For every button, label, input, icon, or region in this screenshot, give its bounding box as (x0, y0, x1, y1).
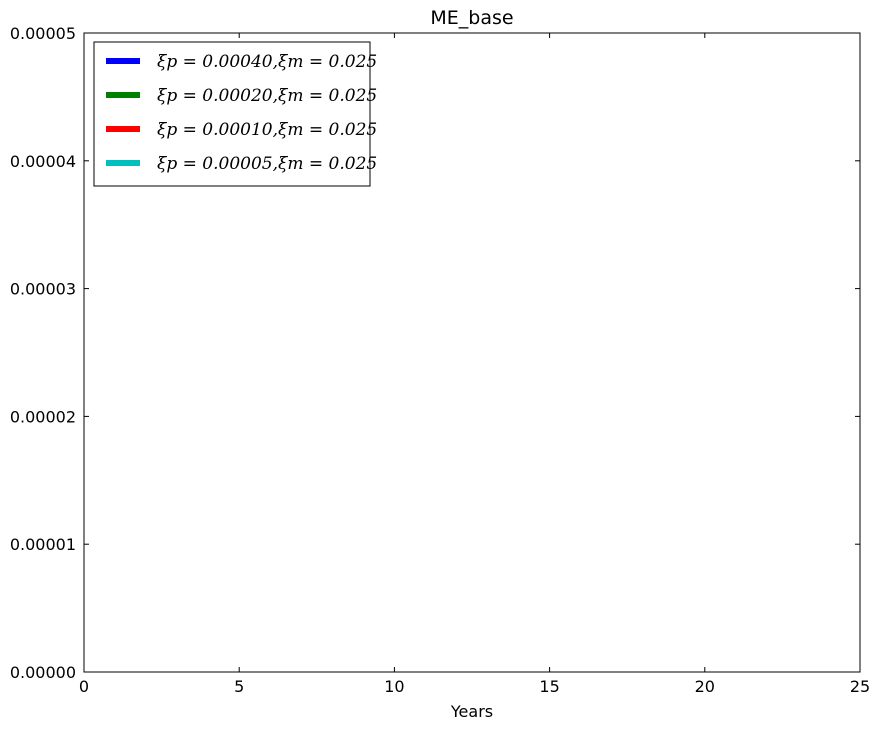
y-tick-label: 0.00004 (10, 152, 76, 171)
legend: ξp = 0.00040,ξm = 0.025 ξp = 0.00020,ξm =… (93, 41, 377, 187)
y-tick-label: 0.00003 (10, 280, 76, 299)
x-tick-label: 0 (79, 677, 89, 696)
axes: 0 5 10 15 20 25 0.00000 0.00001 0.00002 0.00003 0.… (10, 24, 870, 696)
x-tick-label: 10 (384, 677, 404, 696)
x-axis-label: Years (450, 702, 493, 721)
chart-title: ME_base (430, 7, 513, 29)
y-tick-label: 0.00000 (10, 663, 76, 682)
y-tick-label: 0.00005 (10, 24, 76, 43)
legend-label-4: ξp = 0.00005,ξm = 0.025 (157, 154, 377, 174)
legend-label-2: ξp = 0.00020,ξm = 0.025 (157, 86, 377, 106)
x-tick-label: 5 (234, 677, 244, 696)
legend-label-3: ξp = 0.00010,ξm = 0.025 (157, 120, 377, 140)
y-tick-label: 0.00002 (10, 407, 76, 426)
legend-label-1: ξp = 0.00040,ξm = 0.025 (157, 52, 377, 72)
y-tick-label: 0.00001 (10, 535, 76, 554)
axes-frame (83, 32, 861, 673)
x-tick-label: 25 (850, 677, 870, 696)
x-tick-label: 20 (695, 677, 715, 696)
x-tick-label: 15 (539, 677, 559, 696)
